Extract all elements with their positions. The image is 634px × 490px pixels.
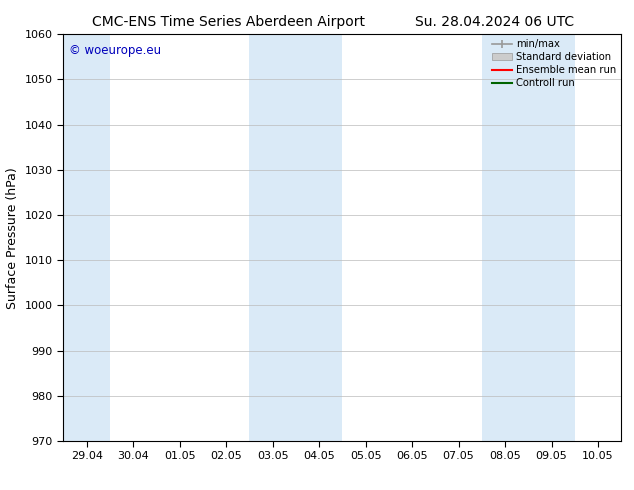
Text: CMC-ENS Time Series Aberdeen Airport: CMC-ENS Time Series Aberdeen Airport xyxy=(92,15,365,29)
Text: Su. 28.04.2024 06 UTC: Su. 28.04.2024 06 UTC xyxy=(415,15,574,29)
Bar xyxy=(482,34,575,441)
Legend: min/max, Standard deviation, Ensemble mean run, Controll run: min/max, Standard deviation, Ensemble me… xyxy=(489,36,619,91)
Text: © woeurope.eu: © woeurope.eu xyxy=(69,45,161,57)
Y-axis label: Surface Pressure (hPa): Surface Pressure (hPa) xyxy=(6,167,19,309)
Bar xyxy=(63,34,110,441)
Bar xyxy=(249,34,342,441)
